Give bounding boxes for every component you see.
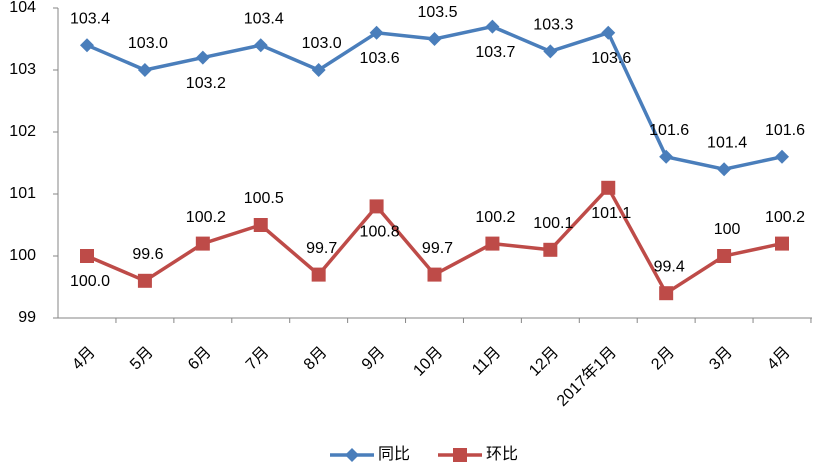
x-tick-label: 12月 <box>526 344 562 380</box>
marker <box>659 286 674 301</box>
y-tick-label: 104 <box>9 0 36 16</box>
data-label: 100.0 <box>70 273 110 290</box>
data-label: 100.5 <box>244 190 284 207</box>
data-label: 100.2 <box>765 209 805 226</box>
marker <box>80 38 94 53</box>
marker <box>137 63 152 77</box>
y-tick-label: 99 <box>18 309 36 326</box>
data-label: 99.6 <box>132 246 163 263</box>
data-label: 100 <box>714 221 741 238</box>
legend-label: 同比 <box>378 445 410 463</box>
data-label: 100.2 <box>475 209 515 226</box>
marker <box>717 162 732 177</box>
data-label: 103.4 <box>244 10 284 27</box>
marker <box>195 50 210 65</box>
data-label: 101.6 <box>765 122 805 139</box>
marker <box>369 25 384 40</box>
marker <box>427 32 442 46</box>
marker <box>775 149 789 164</box>
x-tick-label: 8月 <box>301 344 331 374</box>
marker <box>543 44 558 59</box>
data-label: 99.7 <box>422 240 453 257</box>
data-label: 99.7 <box>306 240 337 257</box>
marker <box>659 149 674 164</box>
marker <box>253 218 268 232</box>
data-label: 103.6 <box>360 50 400 67</box>
x-tick-label: 4月 <box>764 344 794 374</box>
x-tick-label: 10月 <box>410 344 446 380</box>
data-label: 101.4 <box>707 134 747 151</box>
marker <box>775 236 789 251</box>
marker <box>427 267 442 282</box>
data-label: 101.1 <box>591 205 631 222</box>
x-tick-label: 2017年1月 <box>553 343 620 410</box>
data-label: 103.4 <box>70 10 110 27</box>
y-tick-label: 103 <box>9 61 36 78</box>
data-label: 103.5 <box>417 4 457 21</box>
data-label: 100.2 <box>186 209 226 226</box>
data-label: 100.8 <box>360 224 400 241</box>
marker <box>485 19 500 34</box>
data-label: 103.0 <box>128 35 168 52</box>
data-label: 100.1 <box>533 215 573 232</box>
data-label: 103.7 <box>475 44 515 61</box>
y-tick-label: 101 <box>9 185 36 202</box>
legend-marker <box>453 448 467 462</box>
y-tick-label: 102 <box>9 123 36 140</box>
marker <box>543 242 558 257</box>
data-label: 103.3 <box>533 17 573 34</box>
marker <box>253 38 268 53</box>
x-tick-label: 4月 <box>69 344 99 374</box>
x-tick-label: 2月 <box>648 344 678 374</box>
data-label: 103.0 <box>302 35 342 52</box>
x-tick-label: 11月 <box>469 344 504 379</box>
marker <box>601 180 616 195</box>
marker <box>485 236 500 251</box>
x-tick-label: 7月 <box>243 344 273 374</box>
data-label: 103.2 <box>186 75 226 92</box>
series-line <box>86 24 783 171</box>
marker <box>311 63 326 77</box>
marker <box>195 236 210 251</box>
marker <box>137 273 152 288</box>
marker <box>601 25 616 40</box>
data-label: 101.6 <box>649 122 689 139</box>
x-tick-label: 3月 <box>706 344 736 374</box>
y-tick-label: 100 <box>9 247 36 264</box>
data-label: 99.4 <box>654 258 685 275</box>
marker <box>369 199 384 214</box>
marker <box>717 249 732 263</box>
marker <box>311 267 326 282</box>
x-tick-label: 6月 <box>185 344 215 374</box>
x-tick-label: 5月 <box>127 344 157 374</box>
x-tick-label: 9月 <box>359 344 389 374</box>
marker <box>80 249 94 263</box>
legend-marker <box>345 448 359 462</box>
data-label: 103.6 <box>591 50 631 67</box>
legend-label: 环比 <box>486 445 518 463</box>
